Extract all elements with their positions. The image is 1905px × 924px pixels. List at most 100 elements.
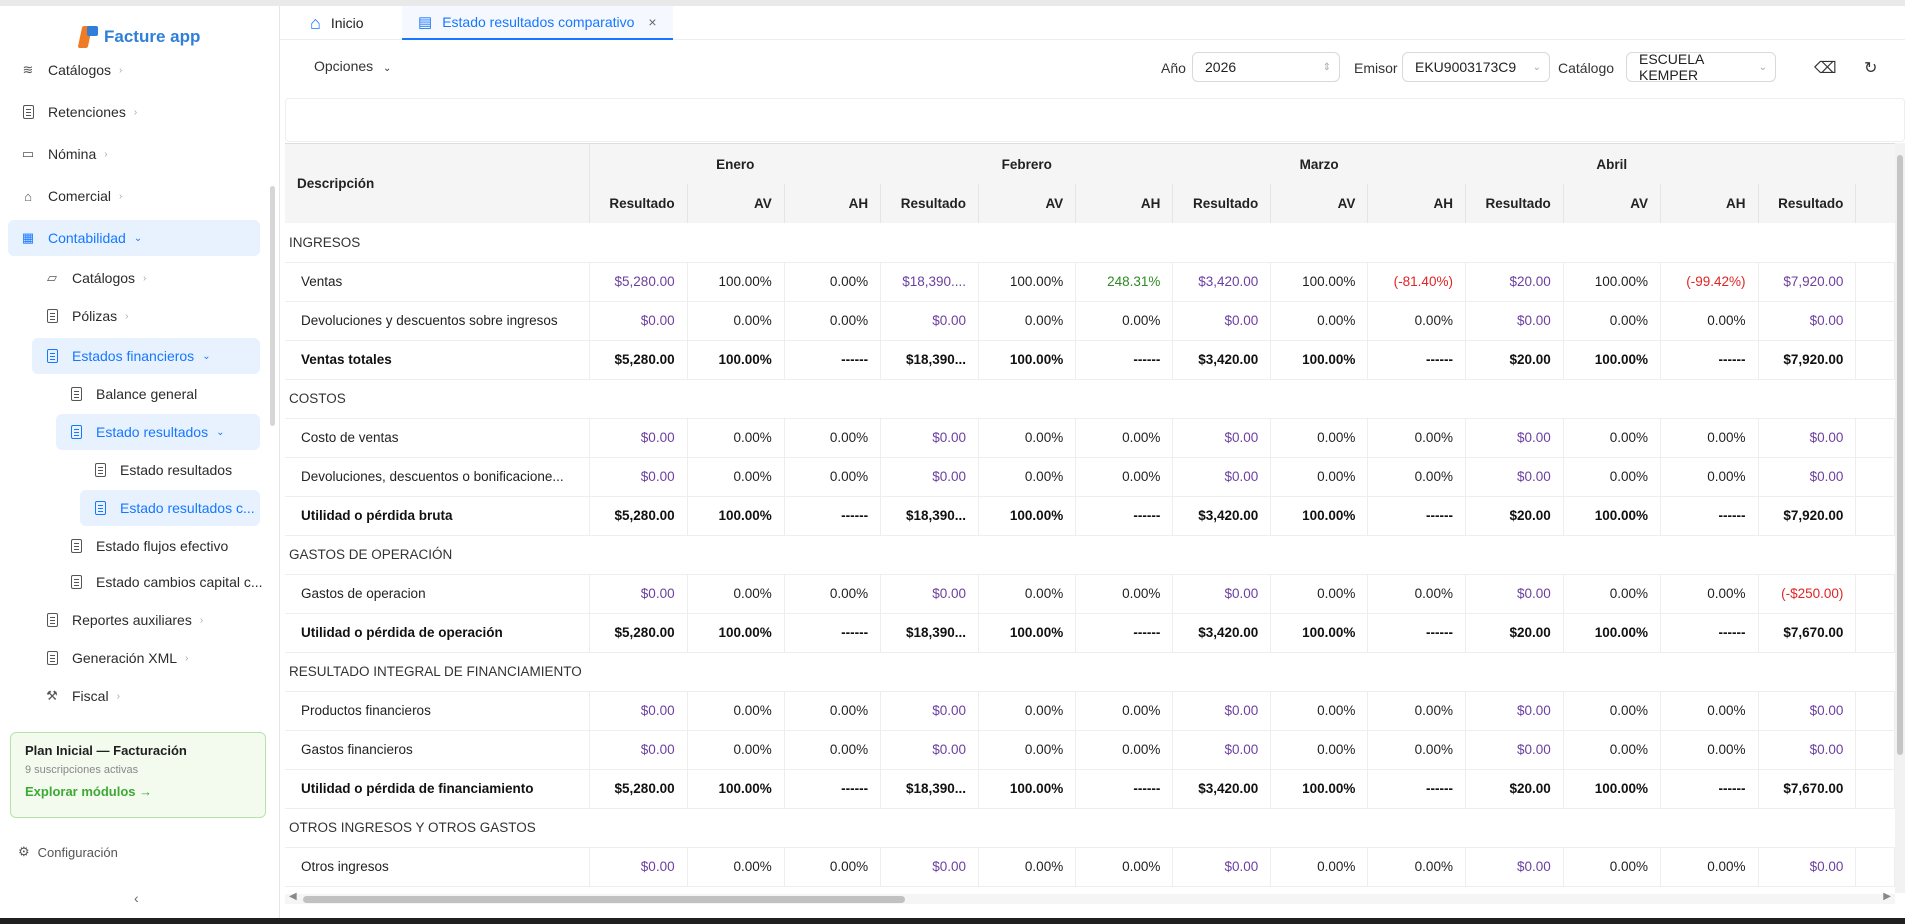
section-row: OTROS INGRESOS Y OTROS GASTOS [285,808,1895,848]
row-description: Devoluciones, descuentos o bonificacione… [285,457,590,497]
sidebar-item-fiscal[interactable]: ⚒ Fiscal › [44,678,120,714]
plan-subtitle: 9 suscripciones activas [25,764,139,776]
sidebar-item-nomina[interactable]: ▭ Nómina › [20,136,108,172]
scroll-thumb[interactable] [1897,155,1903,755]
sidebar-item-balance-general[interactable]: Balance general [68,376,197,412]
table-cell: 0.00% [1563,691,1662,731]
table-cell-filler [1855,418,1895,458]
spinner-icon[interactable]: ⇕ [1322,61,1331,73]
table-cell-filler [1855,613,1895,653]
table-cell: $7,670.00 [1758,613,1857,653]
year-input[interactable]: 2026 ⇕ [1192,52,1340,82]
settings-item[interactable]: ⚙ Configuración [18,844,118,860]
table-cell: $0.00 [589,574,688,614]
header-ah: AH [1075,184,1174,223]
table-cell: 0.00% [784,847,882,887]
table-cell: 0.00% [1075,301,1174,341]
table-cell: $3,420.00 [1172,613,1272,653]
table-horizontal-scrollbar[interactable]: ◀ ▶ [285,891,1895,904]
table-cell: 0.00% [784,574,882,614]
tab-estado-resultados-comparativo[interactable]: ▤ Estado resultados comparativo × [402,6,673,40]
window-top-strip [0,0,1905,6]
tab-label: Estado resultados comparativo [442,14,635,30]
table-cell: 0.00% [1660,457,1759,497]
emisor-select[interactable]: EKU9003173C9 ⌄ [1402,52,1550,82]
sidebar-item-catalogos-contabilidad[interactable]: ▱ Catálogos › [44,260,146,296]
tab-inicio[interactable]: ⌂ Inicio [294,6,380,40]
table-cell: $0.00 [880,730,980,770]
table-cell: 100.00% [687,613,785,653]
table-cell: 100.00% [1270,262,1369,302]
collapse-sidebar-button[interactable]: ‹ [134,890,139,906]
header-filler [1855,184,1895,223]
row-description: Productos financieros [285,691,590,731]
explore-modules-link[interactable]: Explorar módulos → [25,784,153,799]
sidebar-item-label: Estado resultados [120,462,233,478]
table-cell: $0.00 [1172,457,1272,497]
document-icon [68,538,84,554]
table-cell: 0.00% [1563,457,1662,497]
scroll-right-icon[interactable]: ▶ [1883,891,1891,902]
chevron-right-icon: › [185,652,189,664]
table-icon: ▤ [418,14,433,31]
table-vertical-scrollbar[interactable] [1895,143,1905,893]
table-cell: $7,920.00 [1758,262,1857,302]
table-cell: 0.00% [978,301,1077,341]
sidebar-item-contabilidad[interactable]: ▦ Contabilidad ⌄ [8,220,260,256]
row-description: COSTOS [285,379,1895,419]
close-icon[interactable]: × [648,14,657,30]
table-cell: 0.00% [1367,301,1466,341]
table-cell: ------ [1367,613,1466,653]
sidebar-item-estado-flujos-efectivo[interactable]: Estado flujos efectivo [68,528,228,564]
sidebar-item-estado-resultados-group[interactable]: Estado resultados ⌄ [56,414,260,450]
sidebar-item-label: Estado resultados [96,424,209,440]
id-card-icon: ▭ [21,146,35,161]
table-cell: $18,390... [880,769,980,809]
sidebar-item-generacion-xml[interactable]: Generación XML › [44,640,188,676]
table-cell: $0.00 [1465,691,1564,731]
header-ah: AH [1660,184,1759,223]
eraser-icon[interactable]: ⌫ [1814,60,1837,77]
table-cell: 0.00% [1563,847,1662,887]
table-cell-filler [1855,574,1895,614]
row-description: Gastos financieros [285,730,590,770]
sidebar-item-retenciones[interactable]: Retenciones › [20,94,137,130]
table-cell: $0.00 [1172,847,1272,887]
table-cell: $0.00 [1465,301,1564,341]
emisor-label: Emisor [1354,60,1398,76]
table-cell: 0.00% [1270,691,1369,731]
hammer-icon: ⚒ [46,688,58,703]
table-cell-filler [1855,340,1895,380]
table-row: Devoluciones, descuentos o bonificacione… [285,457,1895,497]
table-cell: $0.00 [880,457,980,497]
scroll-thumb[interactable] [303,896,905,903]
sidebar-scrollbar[interactable] [270,186,275,426]
table-cell: 100.00% [1563,340,1662,380]
sidebar-item-comercial[interactable]: ⌂ Comercial › [20,178,122,214]
sidebar-item-catalogos[interactable]: ≋ Catálogos › [20,52,123,88]
sidebar-item-estado-resultados[interactable]: Estado resultados [92,452,232,488]
sidebar-item-label: Generación XML [72,650,178,666]
sidebar-item-reportes-auxiliares[interactable]: Reportes auxiliares › [44,602,203,638]
table-cell: $7,920.00 [1758,340,1857,380]
table-cell: 0.00% [687,418,785,458]
options-dropdown[interactable]: Opciones ⌄ [314,58,391,74]
sidebar-item-estado-resultados-comparativo[interactable]: Estado resultados c... [80,490,260,526]
table-cell: ------ [1075,769,1174,809]
app-logo[interactable]: Facture app [77,24,200,50]
table-row: Costo de ventas $0.00 0.00% 0.00% $0.00 0.00%… [285,418,1895,458]
header-resultado: Resultado [589,184,688,223]
sidebar-item-estados-financieros[interactable]: Estados financieros ⌄ [32,338,260,374]
sidebar-item-estado-cambios-capital[interactable]: Estado cambios capital c... [68,564,263,600]
row-description: Gastos de operacion [285,574,590,614]
refresh-icon[interactable]: ↻ [1864,60,1878,77]
scroll-left-icon[interactable]: ◀ [289,891,297,902]
taskbar-strip [0,918,1905,924]
table-cell: $0.00 [1758,301,1857,341]
table-cell: 0.00% [1270,301,1369,341]
table-cell: 0.00% [1075,418,1174,458]
catalogo-select[interactable]: ESCUELA KEMPER ⌄ [1626,51,1776,83]
sidebar-item-polizas[interactable]: Pólizas › [44,298,128,334]
table-cell: $0.00 [589,730,688,770]
comparative-results-table: Descripción Enero Febrero Marzo Abril Re… [285,143,1895,893]
